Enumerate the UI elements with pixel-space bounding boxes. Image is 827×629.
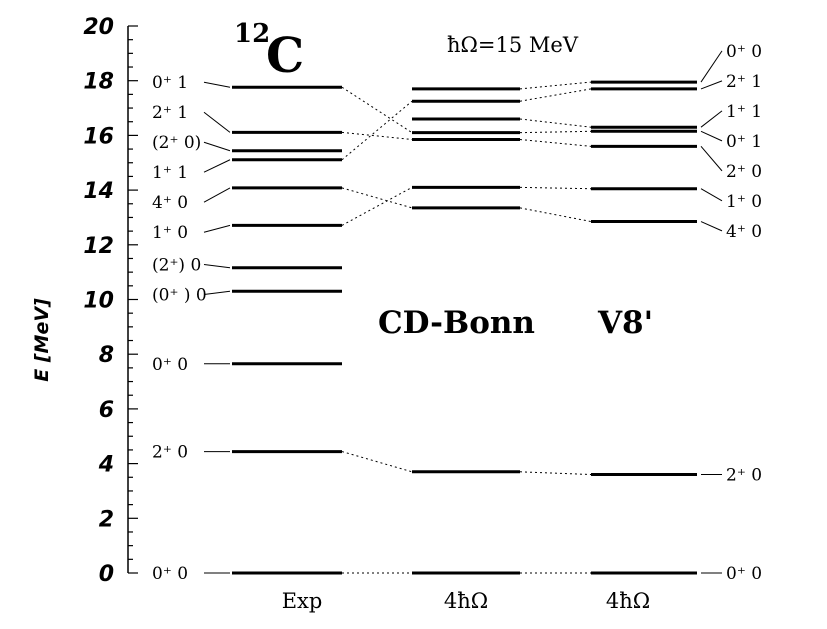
leader-line bbox=[203, 290, 231, 296]
level-label: 0⁺ 1 bbox=[726, 132, 762, 152]
leader-line bbox=[700, 146, 723, 172]
level-label: 2⁺ 1 bbox=[726, 72, 762, 92]
level-label: (2⁺) 0 bbox=[152, 256, 201, 276]
model-label-cd-bonn: CD-Bonn bbox=[378, 305, 535, 341]
leader-line bbox=[203, 141, 231, 152]
y-tick-label: 20 bbox=[83, 15, 114, 40]
level-label: 1⁺ 1 bbox=[152, 163, 188, 183]
level-label: (0⁺ ) 0 bbox=[152, 286, 207, 306]
correspondence-line bbox=[519, 88, 592, 102]
leader-line bbox=[700, 221, 723, 232]
y-tick-label: 16 bbox=[83, 124, 114, 149]
leader-line bbox=[203, 159, 231, 173]
leader-line bbox=[203, 187, 231, 203]
level-label: 0⁺ 0 bbox=[726, 564, 762, 584]
level-label: 0⁺ 1 bbox=[152, 73, 188, 93]
y-tick-label: 6 bbox=[99, 398, 114, 423]
correspondence-line bbox=[341, 100, 413, 161]
column-label: Exp bbox=[282, 589, 323, 613]
level-label: 2⁺ 0 bbox=[152, 443, 188, 463]
level-label: 0⁺ 0 bbox=[726, 42, 762, 62]
correspondence-line bbox=[519, 81, 592, 90]
leader-line bbox=[203, 111, 231, 133]
y-tick-label: 4 bbox=[98, 453, 114, 478]
level-label: 2⁺ 0 bbox=[726, 162, 762, 182]
leader-line bbox=[203, 81, 231, 88]
level-label: 1⁺ 1 bbox=[726, 102, 762, 122]
level-label: 4⁺ 0 bbox=[726, 222, 762, 242]
y-tick-label: 12 bbox=[83, 234, 114, 259]
title-mass: 12 bbox=[234, 19, 270, 49]
leader-line bbox=[700, 110, 723, 128]
y-tick-label: 10 bbox=[83, 289, 114, 314]
correspondence-line bbox=[341, 131, 413, 140]
leader-line bbox=[203, 224, 231, 233]
y-tick-label: 0 bbox=[99, 562, 114, 587]
column-label: 4ħΩ bbox=[606, 589, 650, 613]
title-element: C bbox=[266, 28, 304, 84]
correspondence-lines bbox=[341, 81, 592, 574]
y-tick-label: 14 bbox=[83, 179, 114, 204]
leader-line bbox=[203, 264, 231, 269]
leader-line bbox=[700, 80, 723, 90]
leader-line bbox=[700, 188, 723, 202]
level-label: 2⁺ 0 bbox=[726, 466, 762, 486]
correspondence-line bbox=[341, 86, 413, 134]
correspondence-line bbox=[341, 187, 413, 209]
correspondence-line bbox=[519, 130, 592, 134]
model-label-v8: V8' bbox=[597, 305, 653, 341]
correspondence-line bbox=[519, 207, 592, 223]
correspondence-line bbox=[519, 471, 592, 476]
correspondence-line bbox=[519, 139, 592, 147]
correspondence-line bbox=[519, 186, 592, 190]
chart-subtitle: ħΩ=15 MeV bbox=[447, 33, 579, 57]
level-labels: 0⁺ 1 2⁺ 1 (2⁺ 0) 1⁺ 1 4⁺ 0 1⁺ 0 (2⁺) 0 (0⁺ ) 0 0… bbox=[152, 42, 762, 584]
level-label: 0⁺ 0 bbox=[152, 355, 188, 375]
leader-line bbox=[700, 50, 723, 83]
level-label: (2⁺ 0) bbox=[152, 133, 201, 153]
level-label: 2⁺ 1 bbox=[152, 103, 188, 123]
y-tick-label: 8 bbox=[99, 343, 114, 368]
y-axis: 0 2 4 6 8 10 12 14 16 18 20 bbox=[83, 15, 138, 587]
y-axis-label: E [MeV] bbox=[31, 298, 53, 382]
correspondence-line bbox=[341, 451, 413, 473]
column-label: 4ħΩ bbox=[444, 589, 488, 613]
leader-line bbox=[700, 130, 723, 142]
level-label: 1⁺ 0 bbox=[726, 192, 762, 212]
level-label: 0⁺ 0 bbox=[152, 564, 188, 584]
energy-levels bbox=[232, 80, 697, 575]
column-labels: Exp 4ħΩ 4ħΩ bbox=[282, 589, 650, 613]
level-label: 4⁺ 0 bbox=[152, 193, 188, 213]
y-tick-label: 18 bbox=[83, 70, 114, 95]
chart-title: 12 C bbox=[234, 19, 304, 84]
y-tick-label: 2 bbox=[99, 507, 114, 532]
level-label: 1⁺ 0 bbox=[152, 223, 188, 243]
correspondence-line bbox=[341, 186, 413, 226]
correspondence-line bbox=[519, 118, 592, 128]
